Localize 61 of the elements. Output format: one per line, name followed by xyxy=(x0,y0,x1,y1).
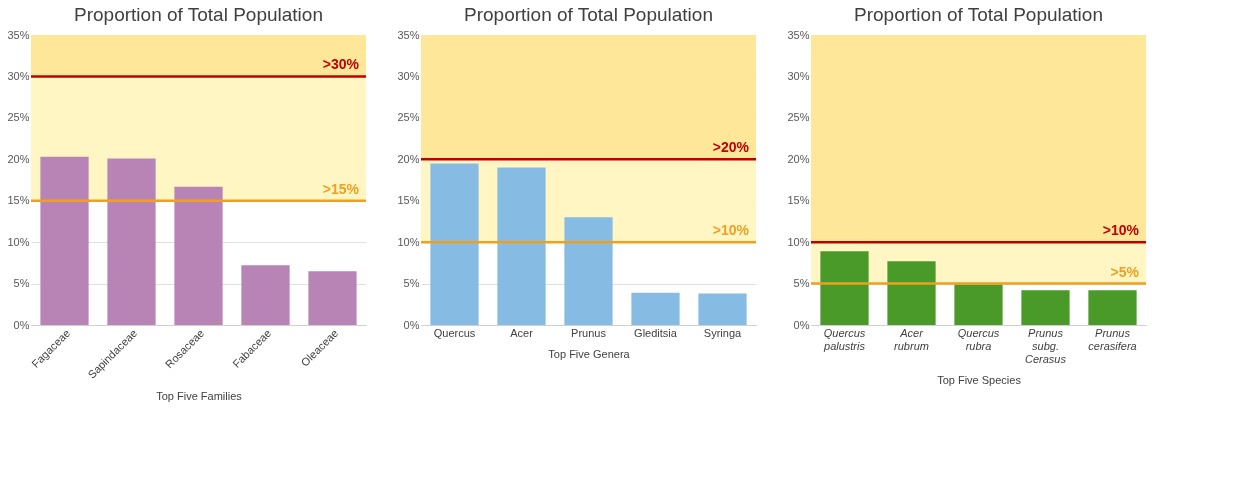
y-tick-label: 5% xyxy=(793,277,810,290)
x-axis-title: Top Five Families xyxy=(156,389,243,402)
y-tick-label: 30% xyxy=(397,69,420,82)
ref-line-label: >30% xyxy=(322,56,360,73)
bar xyxy=(820,251,869,325)
y-tick-label: 0% xyxy=(13,318,30,331)
y-tick-label: 25% xyxy=(787,111,810,124)
y-tick-label: 35% xyxy=(787,28,810,41)
y-tick-label: 10% xyxy=(7,235,30,248)
x-tick-label: Quercus rubra xyxy=(957,326,1000,352)
ref-line-label: >5% xyxy=(1110,263,1140,280)
bar xyxy=(954,284,1003,325)
x-tick-label: Quercus palustris xyxy=(823,326,866,352)
y-tick-label: 30% xyxy=(7,69,30,82)
x-tick-label: Prunus cerasifera xyxy=(1088,326,1137,352)
bar xyxy=(308,271,357,325)
bar xyxy=(430,163,479,325)
y-tick-label: 20% xyxy=(787,152,810,165)
bar xyxy=(631,292,680,325)
y-tick-label: 15% xyxy=(7,194,30,207)
y-tick-label: 20% xyxy=(7,152,30,165)
bar xyxy=(174,186,223,325)
ref-line-label: >10% xyxy=(1102,222,1140,239)
bar xyxy=(564,217,613,325)
x-tick-label: Acer rubrum xyxy=(894,326,929,352)
y-tick-label: 10% xyxy=(397,235,420,248)
x-axis-title: Top Five Species xyxy=(937,373,1022,386)
x-tick-label: Gleditsia xyxy=(634,326,678,339)
x-tick-label: Prunus xyxy=(571,326,607,339)
y-tick-label: 5% xyxy=(403,277,420,290)
bar xyxy=(107,158,156,325)
y-tick-label: 30% xyxy=(787,69,810,82)
y-tick-label: 35% xyxy=(7,28,30,41)
bar xyxy=(1021,290,1070,325)
bar xyxy=(887,261,936,325)
y-tick-label: 35% xyxy=(397,28,420,41)
bar xyxy=(241,265,290,325)
x-tick-label: Acer xyxy=(510,326,534,339)
y-tick-label: 15% xyxy=(787,194,810,207)
bar xyxy=(40,156,89,325)
bar xyxy=(1088,290,1137,325)
y-tick-label: 0% xyxy=(793,318,810,331)
ref-line-label: >15% xyxy=(322,180,360,197)
y-tick-label: 0% xyxy=(403,318,420,331)
chart-title: Proportion of Total Population xyxy=(74,4,323,25)
x-tick-label: Quercus xyxy=(433,326,476,339)
chart-title: Proportion of Total Population xyxy=(464,4,713,25)
y-tick-label: 25% xyxy=(7,111,30,124)
y-tick-label: 15% xyxy=(397,194,420,207)
y-tick-label: 25% xyxy=(397,111,420,124)
x-axis-title: Top Five Genera xyxy=(548,347,631,360)
bar xyxy=(698,293,747,325)
y-tick-label: 5% xyxy=(13,277,30,290)
ref-line-label: >10% xyxy=(712,222,750,239)
bar xyxy=(497,167,546,325)
ref-line-label: >20% xyxy=(712,139,750,156)
y-tick-label: 10% xyxy=(787,235,810,248)
x-tick-label: Prunus subg. Cerasus xyxy=(1025,326,1067,365)
chart-title: Proportion of Total Population xyxy=(854,4,1103,25)
y-tick-label: 20% xyxy=(397,152,420,165)
x-tick-label: Syringa xyxy=(703,326,743,339)
